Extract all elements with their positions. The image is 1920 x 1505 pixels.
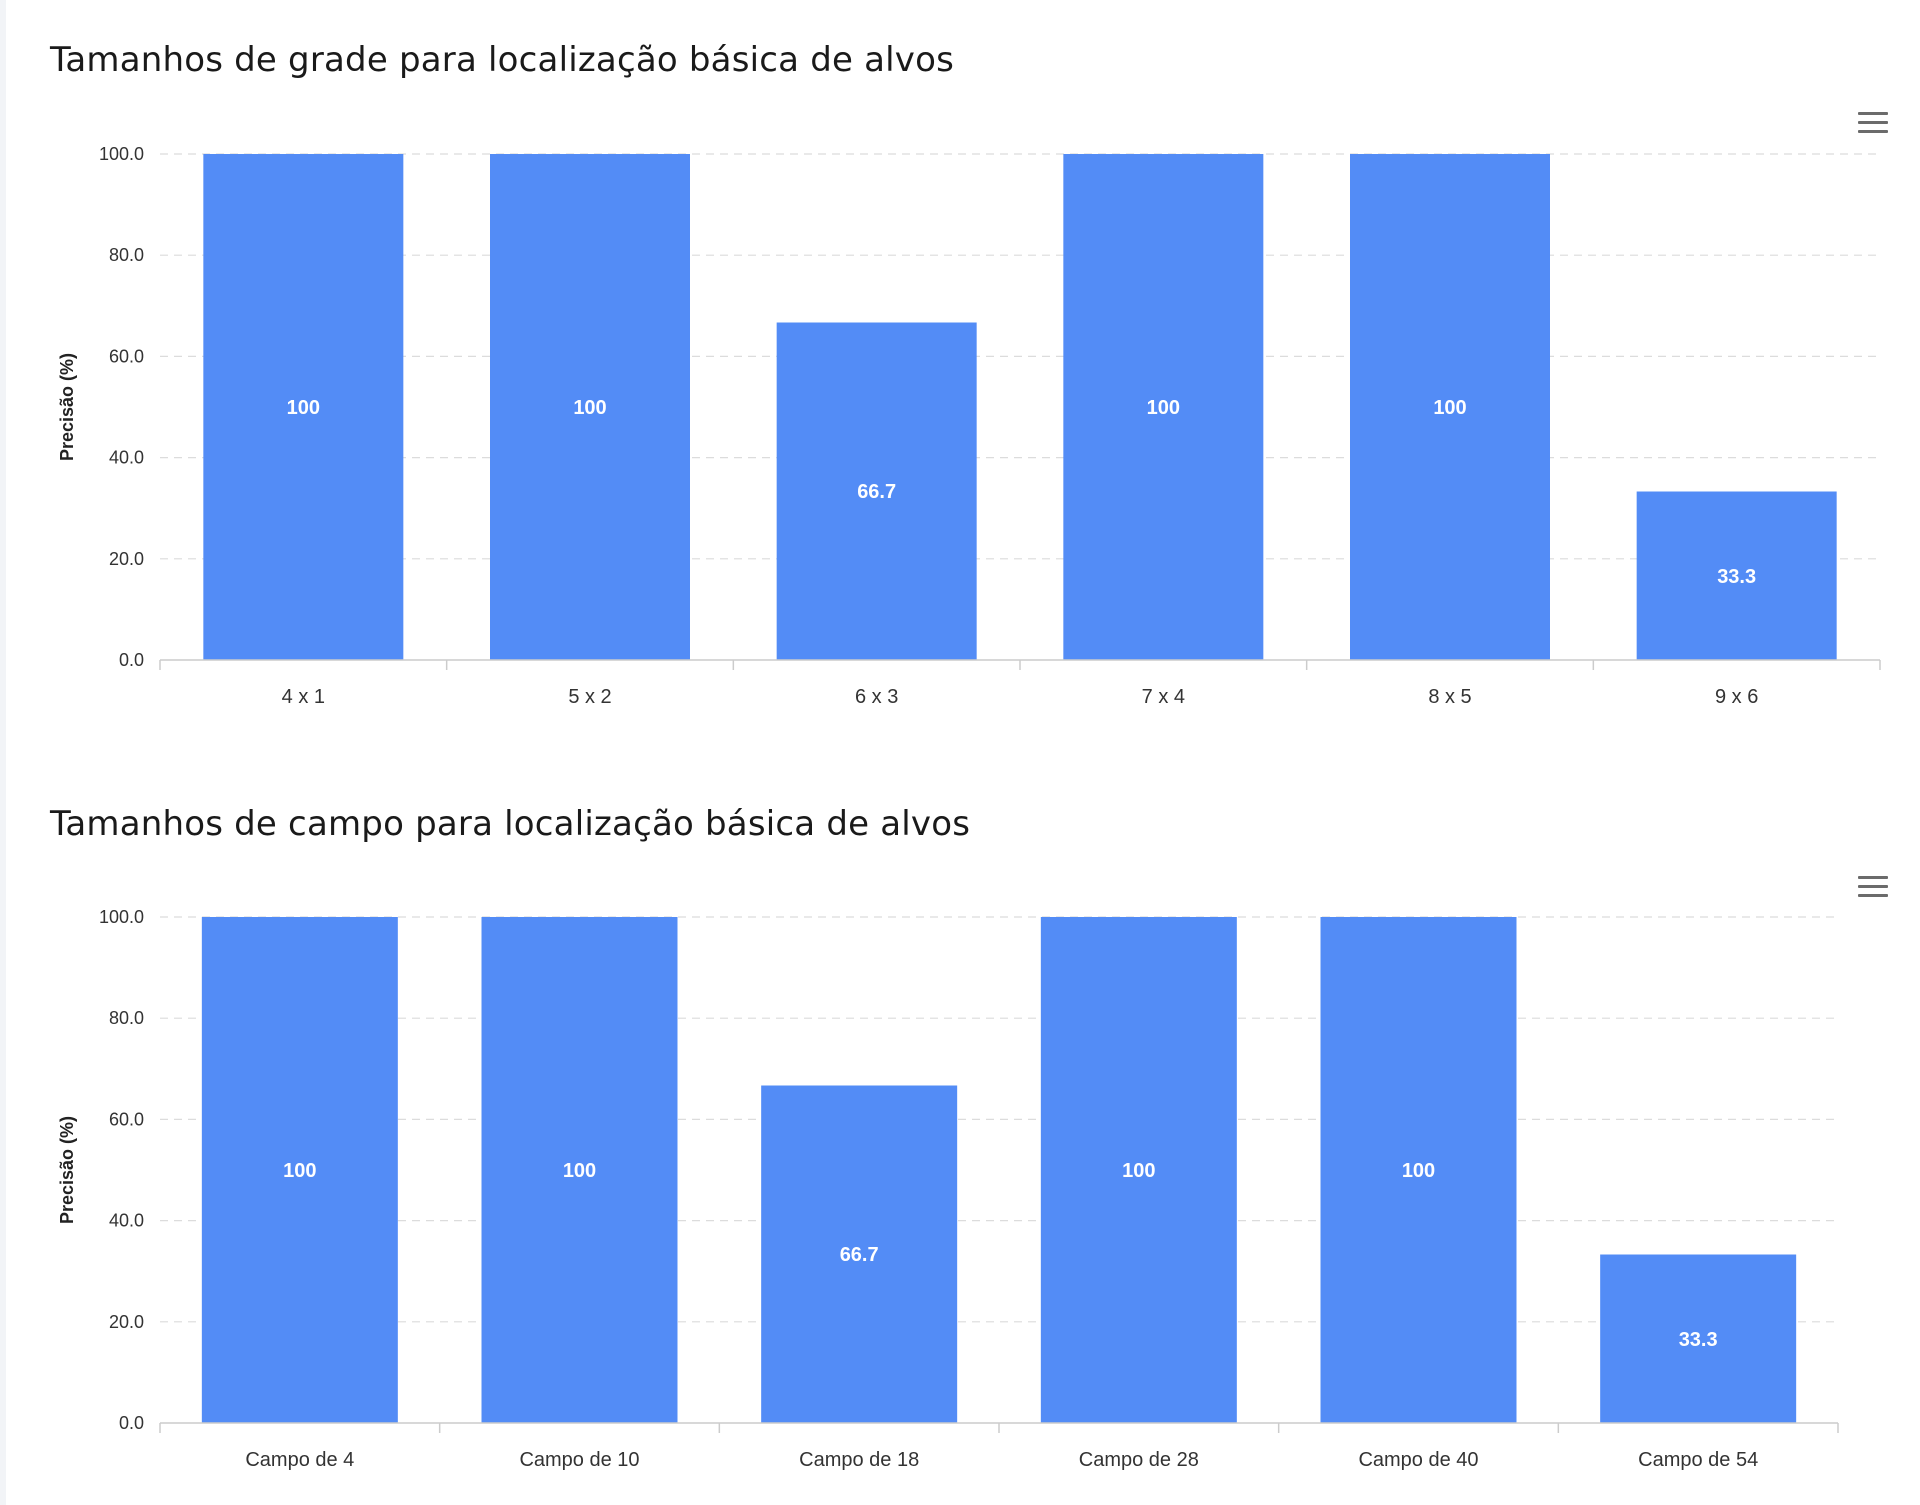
data-label: 100	[1122, 1160, 1155, 1182]
data-label: 100	[1147, 397, 1180, 419]
hamburger-menu-icon	[1858, 876, 1888, 879]
y-tick-label: 40.0	[109, 1211, 144, 1231]
y-tick-label: 0.0	[119, 1413, 144, 1433]
page-edge	[0, 0, 6, 1505]
bar	[201, 917, 398, 1423]
bar-chart-field-sizes: 0.0 20.0 40.0 60.0 80.0 100.0 Campo de 4 100 Cam…	[57, 907, 1839, 1471]
y-tick-label: 60.0	[109, 346, 144, 366]
bar	[1063, 154, 1264, 660]
data-label: 66.7	[857, 481, 896, 503]
x-tick-label: 4 x 1	[282, 686, 325, 708]
x-tick-label: 5 x 2	[568, 686, 611, 708]
hamburger-menu-icon	[1858, 112, 1888, 115]
bar	[1320, 917, 1517, 1423]
data-label: 100	[283, 1160, 316, 1182]
data-label: 33.3	[1679, 1329, 1718, 1351]
chart-title: Tamanhos de grade para localização básic…	[50, 40, 955, 80]
bar	[761, 1085, 958, 1423]
x-tick-label: 9 x 6	[1715, 686, 1758, 708]
x-tick-label: 7 x 4	[1142, 686, 1185, 708]
x-tick-label: Campo de 28	[1079, 1449, 1199, 1471]
bar	[203, 154, 404, 660]
y-tick-label: 100.0	[99, 907, 144, 927]
y-tick-label: 100.0	[99, 144, 144, 164]
bar	[776, 322, 977, 660]
bar	[490, 154, 690, 660]
x-tick-label: 6 x 3	[855, 686, 898, 708]
y-tick-label: 40.0	[109, 448, 144, 468]
chart-panel-grid-sizes: Tamanhos de grade para localização básic…	[0, 0, 1920, 752]
x-tick-label: Campo de 54	[1638, 1449, 1758, 1471]
y-tick-label: 0.0	[119, 650, 144, 670]
data-label: 66.7	[840, 1244, 879, 1266]
data-label: 33.3	[1717, 566, 1756, 588]
chart-panel-field-sizes: Tamanhos de campo para localização básic…	[0, 752, 1920, 1504]
y-tick-label: 20.0	[109, 1312, 144, 1332]
x-tick-label: Campo de 4	[245, 1449, 354, 1471]
bar	[1040, 917, 1237, 1423]
chart-menu-button[interactable]	[1858, 876, 1888, 900]
x-tick-label: 8 x 5	[1428, 686, 1471, 708]
bar	[481, 917, 678, 1423]
y-axis-title: Precisão (%)	[57, 1116, 77, 1224]
y-axis-title: Precisão (%)	[57, 353, 77, 461]
data-label: 100	[1402, 1160, 1435, 1182]
y-tick-label: 20.0	[109, 549, 144, 569]
data-label: 100	[573, 397, 606, 419]
bar-chart-grid-sizes: 0.0 20.0 40.0 60.0 80.0 100.0 4 x 1 100 5 x 2 100…	[57, 144, 1881, 708]
data-label: 100	[1433, 397, 1466, 419]
x-tick-label: Campo de 40	[1358, 1449, 1478, 1471]
y-tick-label: 80.0	[109, 245, 144, 265]
data-label: 100	[563, 1160, 596, 1182]
y-tick-label: 80.0	[109, 1008, 144, 1028]
x-tick-label: Campo de 10	[519, 1449, 639, 1471]
bar	[1350, 154, 1550, 660]
chart-title: Tamanhos de campo para localização básic…	[50, 804, 971, 844]
y-tick-label: 60.0	[109, 1109, 144, 1129]
chart-menu-button[interactable]	[1858, 112, 1888, 136]
data-label: 100	[287, 397, 320, 419]
bar	[1636, 491, 1837, 660]
x-tick-label: Campo de 18	[799, 1449, 919, 1471]
bar	[1600, 1254, 1797, 1423]
